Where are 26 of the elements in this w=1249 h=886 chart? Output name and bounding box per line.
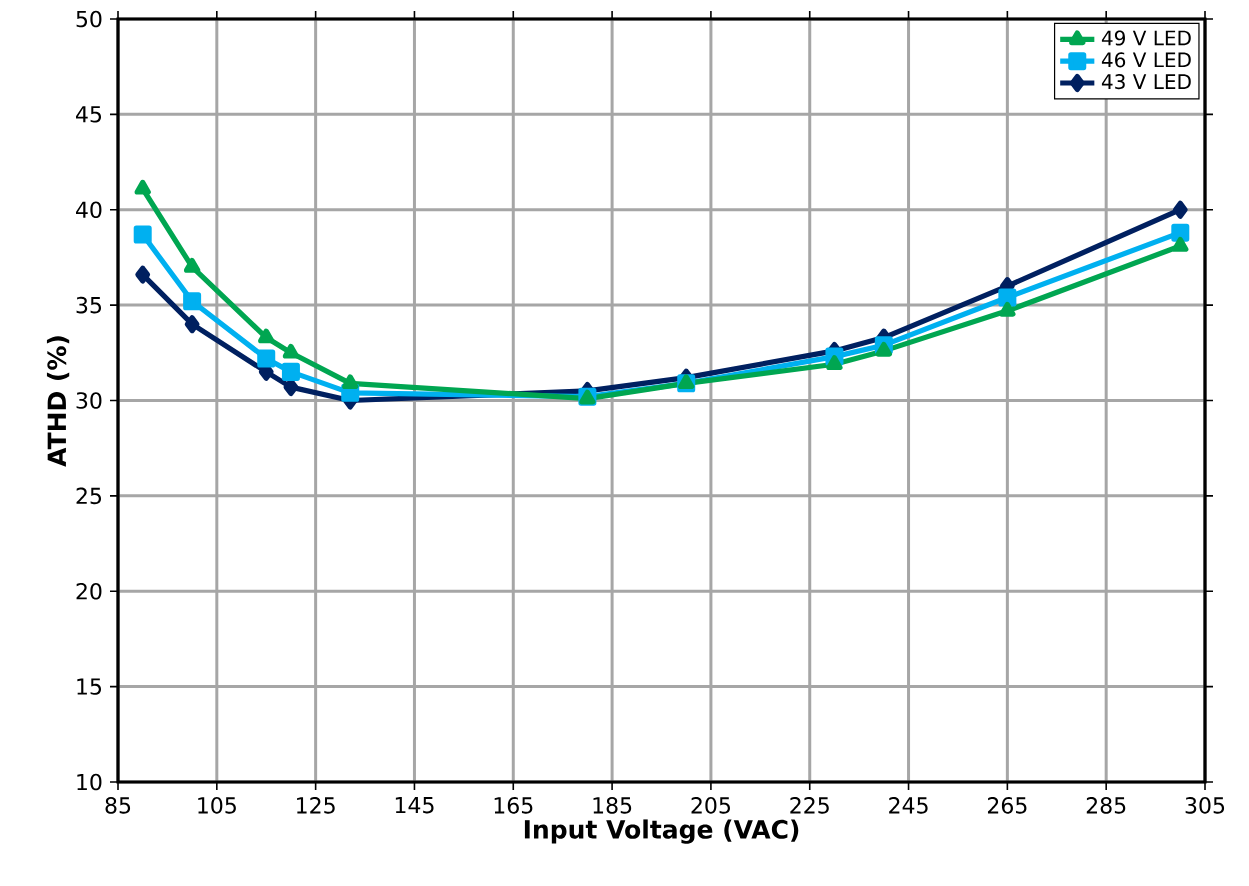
x-tick-label: 265 [987,797,1027,814]
x-tick-label: 285 [1086,797,1126,814]
y-tick-label: 35 [76,296,102,314]
x-tick-label: 165 [494,797,533,814]
x-tick-label: 85 [105,797,131,814]
y-tick-label: 40 [76,201,102,219]
y-tick-label: 10 [77,773,102,791]
x-tick-label: 105 [198,797,236,814]
x-tick-label: 205 [691,797,730,814]
y-tick-label: 15 [77,678,102,695]
x-axis-title: Input Voltage (VAC) [524,819,799,844]
legend-label: 49 V LED [1101,30,1191,46]
y-tick-label: 20 [76,582,102,600]
y-axis-title: ATHD (%) [46,336,70,467]
x-tick-label: 125 [297,797,335,814]
y-tick-label: 50 [76,10,102,28]
legend-label: 46 V LED [1101,52,1191,68]
x-tick-label: 305 [1185,797,1225,814]
x-tick-label: 245 [889,797,928,814]
x-tick-label: 185 [593,797,632,814]
y-tick-label: 25 [76,487,102,505]
y-tick-label: 45 [76,106,102,123]
legend-label: 43 V LED [1101,74,1191,90]
x-tick-label: 145 [395,797,434,814]
y-tick-label: 30 [76,392,102,409]
x-tick-label: 225 [790,797,829,814]
